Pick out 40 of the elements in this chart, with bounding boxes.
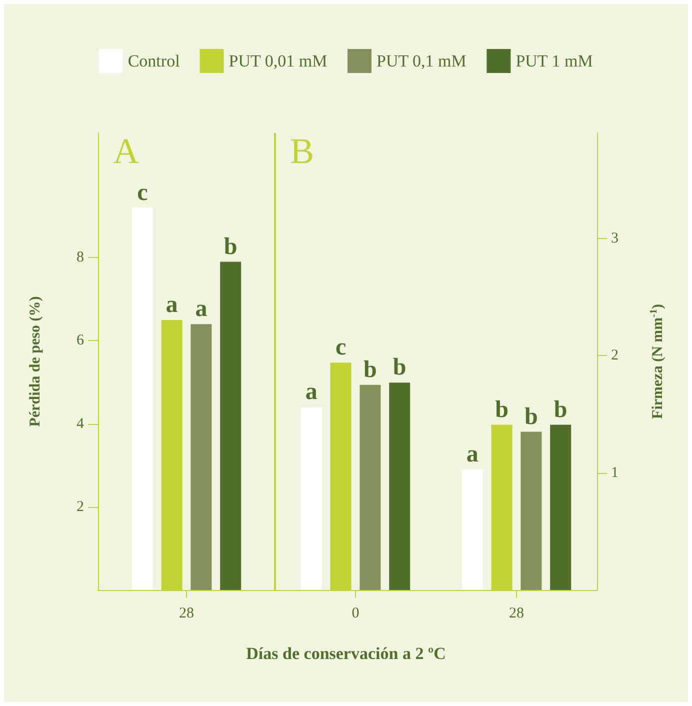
chart-title: A bbox=[113, 131, 139, 171]
bar bbox=[550, 424, 572, 590]
data-label: a bbox=[466, 441, 478, 468]
bar bbox=[389, 382, 410, 590]
legend-label: PUT 0,01 mM bbox=[228, 52, 328, 70]
y-tick-label: 4 bbox=[76, 416, 84, 432]
data-label: a bbox=[166, 292, 178, 318]
bar bbox=[520, 432, 542, 590]
y-axis-title: Pérdida de peso (%) bbox=[28, 296, 44, 427]
data-label: b bbox=[224, 234, 238, 260]
legend-label: PUT 1 mM bbox=[516, 52, 593, 70]
y2-axis-title: Firmeza (N mm-1) bbox=[648, 304, 666, 419]
x-axis-title: Días de conservación a 2 ºC bbox=[246, 644, 446, 663]
data-label: a bbox=[305, 379, 318, 406]
data-label: c bbox=[137, 180, 148, 206]
data-label: a bbox=[195, 296, 208, 322]
data-label: b bbox=[554, 396, 568, 423]
bar bbox=[220, 262, 242, 590]
bar bbox=[360, 384, 381, 590]
bar bbox=[132, 208, 153, 590]
data-label: b bbox=[495, 396, 508, 423]
data-label: b bbox=[392, 354, 406, 381]
legend-label: Control bbox=[128, 52, 180, 70]
y2-tick-label: 3 bbox=[611, 230, 618, 246]
y2-tick-label: 2 bbox=[611, 348, 618, 364]
chart-title: B bbox=[290, 131, 314, 171]
y-tick-label: 8 bbox=[76, 250, 84, 266]
legend-label: PUT 0,1 mM bbox=[376, 52, 466, 70]
data-label: c bbox=[335, 334, 346, 361]
x-tick-label: 28 bbox=[179, 606, 194, 622]
data-label: b bbox=[364, 356, 377, 383]
y-tick-label: 2 bbox=[76, 498, 84, 515]
y-tick-label: 6 bbox=[76, 332, 84, 349]
x-tick-label: 0 bbox=[352, 606, 360, 622]
bar bbox=[300, 407, 322, 590]
y2-tick-label: 1 bbox=[611, 464, 618, 481]
x-tick-label: 28 bbox=[509, 606, 524, 622]
bar bbox=[462, 469, 483, 590]
bar bbox=[190, 324, 212, 590]
data-label: b bbox=[524, 404, 538, 430]
